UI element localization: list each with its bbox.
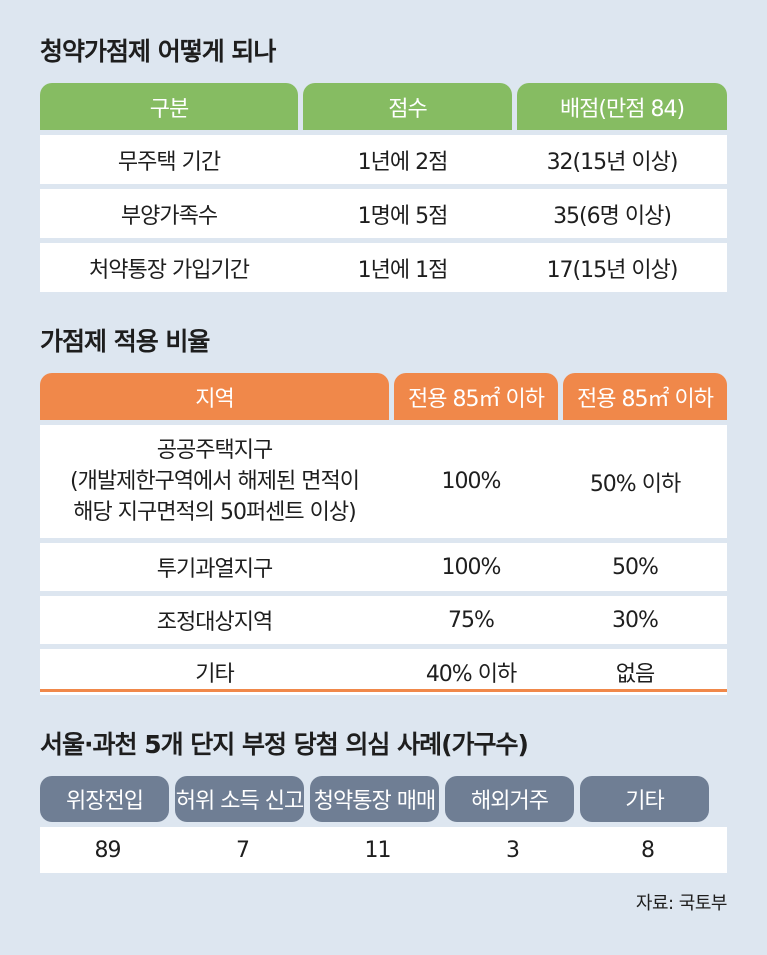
table-cell: 17(15년 이상) [546, 257, 679, 283]
table-row: 기타 40% 이하 없음 [40, 649, 727, 695]
table-cell: 75% [448, 607, 495, 633]
header-category: 구분 [40, 83, 298, 130]
scoring-table: 구분 점수 배점(만점 84) 무주택 기간 1년에 2점 32(15년 이상)… [40, 83, 727, 292]
table-cell: 35(6명 이상) [553, 203, 672, 229]
header-area-a: 전용 85㎡ 이하 [394, 373, 558, 420]
table-cell: 50% 이하 [589, 471, 681, 497]
table-cell: 무주택 기간 [117, 149, 221, 175]
table-cell: 100% [441, 554, 502, 580]
region-line: 해당 지구면적의 50퍼센트 이상) [73, 500, 356, 525]
table-cell: 없음 [615, 662, 655, 687]
table-cell: 50% [612, 554, 659, 580]
header-fake-residence: 위장전입 [40, 776, 169, 822]
section3-title: 서울·과천 5개 단지 부정 당첨 의심 사례(가구수) [40, 730, 529, 759]
table-cell: 8 [641, 837, 655, 863]
header-score: 점수 [303, 83, 512, 130]
table-row: 무주택 기간 1년에 2점 32(15년 이상) [40, 135, 727, 184]
header-account-trading: 청약통장 매매 [310, 776, 439, 822]
scoring-table-header: 구분 점수 배점(만점 84) [40, 83, 727, 130]
table-cell: 32(15년 이상) [546, 149, 679, 175]
table-cell-region: 공공주택지구 (개발제한구역에서 해제된 면적이 해당 지구면적의 50퍼센트 … [40, 425, 389, 538]
header-overseas-residence: 해외거주 [445, 776, 574, 822]
table-cell: 11 [364, 837, 392, 863]
table-cell: 부양가족수 [120, 203, 218, 229]
ratio-table-header: 지역 전용 85㎡ 이하 전용 85㎡ 이하 [40, 373, 727, 420]
table-row: 공공주택지구 (개발제한구역에서 해제된 면적이 해당 지구면적의 50퍼센트 … [40, 425, 727, 538]
table-cell: 1명에 5점 [357, 203, 449, 229]
table-cell: 처약통장 가입기간 [89, 257, 250, 283]
table-row: 부양가족수 1명에 5점 35(6명 이상) [40, 189, 727, 238]
header-max-points: 배점(만점 84) [517, 83, 727, 130]
fraud-cases-table: 위장전입 허위 소득 신고 청약통장 매매 해외거주 기타 89 7 11 3 … [40, 776, 727, 873]
table-row: 투기과열지구 100% 50% [40, 543, 727, 591]
table-row: 89 7 11 3 8 [40, 827, 727, 873]
section1-title: 청약가점제 어떻게 되나 [40, 37, 276, 66]
table-divider [40, 689, 727, 692]
header-false-income: 허위 소득 신고 [175, 776, 304, 822]
table-cell: 40% 이하 [425, 662, 517, 687]
table-cell: 100% [441, 469, 502, 494]
header-region: 지역 [40, 373, 389, 420]
table-cell-region: 투기과열지구 [156, 557, 273, 582]
table-row: 조정대상지역 75% 30% [40, 596, 727, 644]
ratio-table: 지역 전용 85㎡ 이하 전용 85㎡ 이하 공공주택지구 (개발제한구역에서 … [40, 373, 727, 695]
table-cell: 30% [612, 607, 659, 633]
table-cell: 89 [94, 837, 122, 863]
section2-title: 가점제 적용 비율 [40, 327, 210, 356]
table-cell: 7 [236, 837, 250, 863]
table-cell: 1년에 1점 [357, 257, 449, 283]
region-line: (개발제한구역에서 해제된 면적이 [70, 469, 360, 494]
header-area-b: 전용 85㎡ 이하 [563, 373, 727, 420]
table-cell-region: 기타 [195, 662, 234, 687]
table-cell: 1년에 2점 [357, 149, 449, 175]
region-line: 공공주택지구 [156, 438, 273, 463]
fraud-cases-header: 위장전입 허위 소득 신고 청약통장 매매 해외거주 기타 [40, 776, 727, 822]
header-other: 기타 [580, 776, 709, 822]
source-credit: 자료: 국토부 [635, 893, 728, 914]
table-cell: 3 [506, 837, 520, 863]
table-row: 처약통장 가입기간 1년에 1점 17(15년 이상) [40, 243, 727, 292]
table-cell-region: 조정대상지역 [156, 610, 273, 635]
